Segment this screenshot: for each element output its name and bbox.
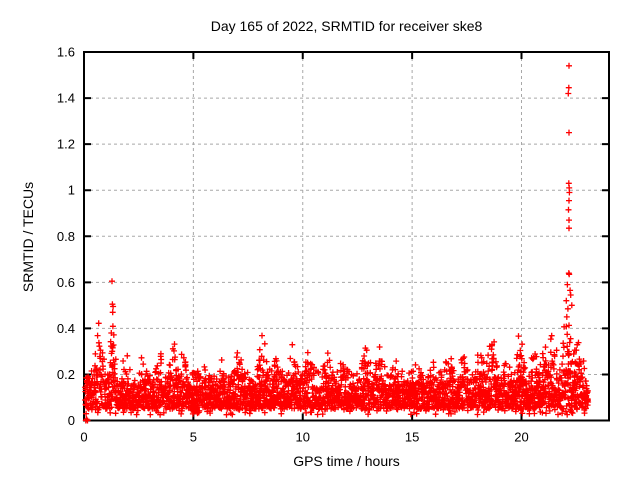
x-tick-label: 10 — [296, 430, 310, 445]
x-axis-label: GPS time / hours — [293, 453, 400, 469]
x-tick-label: 0 — [80, 430, 87, 445]
y-tick-label: 1 — [68, 183, 75, 198]
y-tick-label: 0 — [68, 413, 75, 428]
y-tick-label: 1.6 — [57, 45, 75, 60]
y-tick-label: 0.8 — [57, 229, 75, 244]
gridlines — [84, 52, 609, 421]
chart-title: Day 165 of 2022, SRMTID for receiver ske… — [210, 18, 483, 34]
y-tick-label: 0.2 — [57, 367, 75, 382]
y-tick-label: 0.6 — [57, 275, 75, 290]
x-tick-label: 5 — [190, 430, 197, 445]
y-tick-label: 0.4 — [57, 321, 75, 336]
x-tick-label: 20 — [514, 430, 528, 445]
y-tick-label: 1.4 — [57, 91, 75, 106]
data-points — [82, 62, 592, 424]
y-tick-label: 1.2 — [57, 137, 75, 152]
x-tick-label: 15 — [405, 430, 419, 445]
y-axis-label: SRMTID / TECUs — [20, 181, 36, 293]
